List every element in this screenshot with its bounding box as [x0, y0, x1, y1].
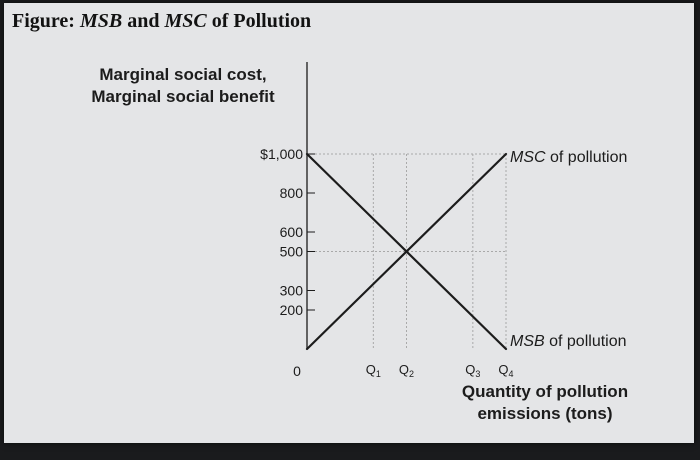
y-tick-label: 800	[280, 185, 304, 201]
series-label-msc: MSC of pollution	[510, 149, 627, 166]
origin-label: 0	[293, 363, 301, 379]
y-tick-label: 300	[280, 283, 304, 299]
y-tick-label: 500	[280, 244, 304, 260]
series-line-msb	[305, 152, 508, 351]
x-axis-label-line-2: emissions (tons)	[477, 404, 612, 423]
x-tick-label: Q2	[399, 362, 414, 379]
figure-title: Figure: MSB and MSC of Pollution	[12, 10, 312, 32]
x-axis-label-line-1: Quantity of pollution	[462, 382, 628, 401]
x-tick-label: Q1	[366, 362, 381, 379]
x-tick-label: Q4	[498, 362, 513, 379]
y-axis-label-line-2: Marginal social benefit	[91, 87, 275, 106]
series-label-msb: MSB of pollution	[510, 333, 627, 350]
y-tick-label: 600	[280, 224, 304, 240]
y-tick-label: 200	[280, 302, 304, 318]
y-tick-label: $1,000	[260, 146, 303, 162]
x-tick-label: Q3	[465, 362, 480, 379]
y-axis-label-line-1: Marginal social cost,	[99, 65, 266, 84]
figure-panel	[4, 3, 694, 443]
